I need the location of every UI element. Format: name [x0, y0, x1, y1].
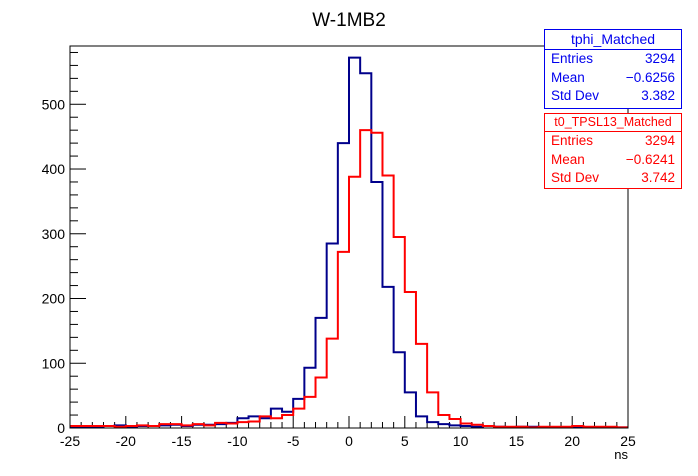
x-tick-label: 15	[509, 433, 525, 449]
x-tick-label: 25	[620, 433, 636, 449]
x-tick-label: -5	[287, 433, 300, 449]
stats-label: Entries	[551, 133, 594, 148]
x-tick-label: -25	[60, 433, 80, 449]
stats-value: 3.742	[641, 170, 675, 185]
stats-row-mean: Mean −0.6256	[545, 69, 681, 88]
x-tick-label: 10	[453, 433, 469, 449]
stats-label: Entries	[551, 51, 594, 66]
stats-title: tphi_Matched	[545, 30, 681, 50]
y-tick-label: 400	[42, 161, 66, 177]
x-axis-label: ns	[614, 447, 628, 462]
stats-label: Std Dev	[551, 88, 600, 103]
stats-value: 3.382	[641, 88, 675, 103]
y-tick-label: 300	[42, 226, 66, 242]
stats-value: 3294	[644, 51, 675, 66]
series-t0-tpsl13-matched	[70, 129, 628, 429]
stats-title: t0_TPSL13_Matched	[545, 114, 681, 132]
x-tick-label: 20	[564, 433, 580, 449]
x-tick-label: 5	[401, 433, 409, 449]
stats-value: −0.6256	[625, 69, 675, 85]
x-tick-label: -10	[227, 433, 247, 449]
stats-value: −0.6241	[625, 151, 675, 167]
x-tick-label: 0	[345, 433, 353, 449]
stats-label: Mean	[551, 69, 585, 85]
stats-row-std-dev: Std Dev 3.382	[545, 87, 681, 106]
x-tick-label: -20	[116, 433, 136, 449]
y-tick-label: 200	[42, 291, 66, 307]
stats-row-entries: Entries 3294	[545, 50, 681, 69]
x-tick-label: -15	[171, 433, 191, 449]
y-tick-label: 0	[57, 420, 65, 436]
x-tick-labels: -25 -20 -15 -10 -5 0 5 10 15 20 25	[60, 433, 636, 449]
stats-box-tphi-matched: tphi_Matched Entries 3294 Mean −0.6256 S…	[544, 29, 682, 109]
stats-label: Mean	[551, 151, 585, 167]
stats-row-entries: Entries 3294	[545, 132, 681, 151]
y-tick-labels: 0 100 200 300 400 500	[42, 96, 66, 436]
stats-row-mean: Mean −0.6241	[545, 151, 681, 170]
stats-value: 3294	[644, 133, 675, 148]
plot-frame	[69, 45, 629, 429]
y-tick-label: 100	[42, 355, 66, 371]
stats-box-t0-tpsl13-matched: t0_TPSL13_Matched Entries 3294 Mean −0.6…	[544, 113, 682, 189]
y-tick-label: 500	[42, 96, 66, 112]
chart-title: W-1MB2	[312, 10, 386, 31]
stats-row-std-dev: Std Dev 3.742	[545, 169, 681, 188]
stats-label: Std Dev	[551, 170, 600, 185]
